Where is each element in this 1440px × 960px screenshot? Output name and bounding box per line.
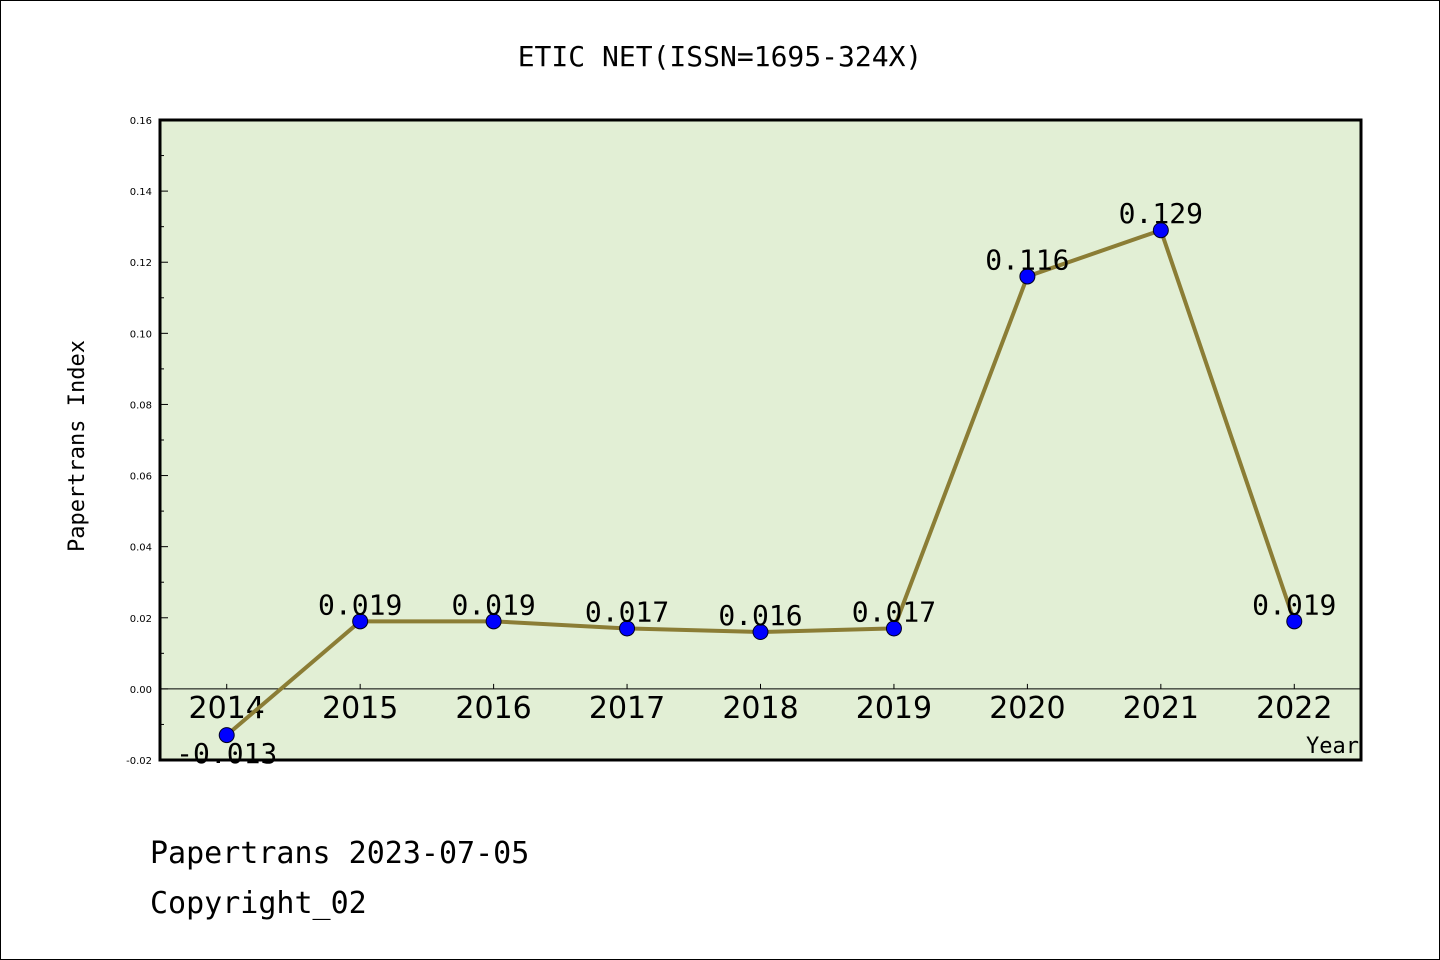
data-point-marker [752,624,769,640]
y-tick-label: 0.16 [130,116,152,127]
data-label: -0.013 [176,737,277,770]
chart-title: ETIC NET(ISSN=1695-324X) [518,40,923,73]
data-labels: -0.013 0.019 0.019 0.017 0.016 0.017 0.116 0.12… [176,197,1336,770]
y-axis-label: Papertrans Index [65,340,90,552]
x-tick-label: 2020 [989,691,1065,726]
data-point-marker [352,613,369,630]
y-tick-label: 0.12 [130,258,152,269]
data-label: 0.017 [585,595,669,628]
data-point-marker [619,620,636,637]
x-tick-label: 2021 [1123,691,1199,726]
series-line [218,222,1303,744]
x-tick-label: 2022 [1256,691,1332,726]
x-tick-label: 2018 [722,691,798,726]
x-axis-label: Year [1306,734,1359,759]
y-tick-label: 0.08 [130,400,152,411]
data-point-marker [1019,268,1036,285]
y-tick-label: 0.00 [130,685,152,696]
data-label: 0.019 [1252,588,1336,621]
data-label: 0.016 [718,599,802,632]
data-label: 0.116 [985,243,1069,276]
data-point-marker [1152,222,1169,239]
x-tick-label: 2019 [856,691,932,726]
data-label: 0.019 [318,588,402,621]
x-tick-label: 2017 [589,691,665,726]
x-tick-label: 2014 [189,691,265,726]
footer-copyright: Copyright_02 [150,886,367,921]
y-tick-label: 0.10 [130,329,152,340]
data-point-marker [885,620,902,637]
y-tick-label: 0.04 [130,543,152,554]
y-tick-label: 0.14 [130,187,152,198]
y-tick-label: -0.02 [126,756,152,767]
y-tick-label: 0.06 [130,472,152,483]
plot-border [158,118,1363,762]
data-point-marker [1286,613,1303,630]
footer-date: Papertrans 2023-07-05 [150,836,530,871]
x-tick-label: 2015 [322,691,398,726]
data-point-marker [485,613,502,630]
data-label: 0.129 [1119,197,1203,230]
data-point-marker [218,727,235,744]
data-label: 0.017 [852,595,936,628]
data-label: 0.019 [451,588,535,621]
x-tick-label: 2016 [455,691,531,726]
axes: -0.02 0.00 0.02 0.04 0.06 0.08 0.10 0.12 0.14 0.1… [126,116,1361,767]
y-tick-label: 0.02 [130,614,152,625]
